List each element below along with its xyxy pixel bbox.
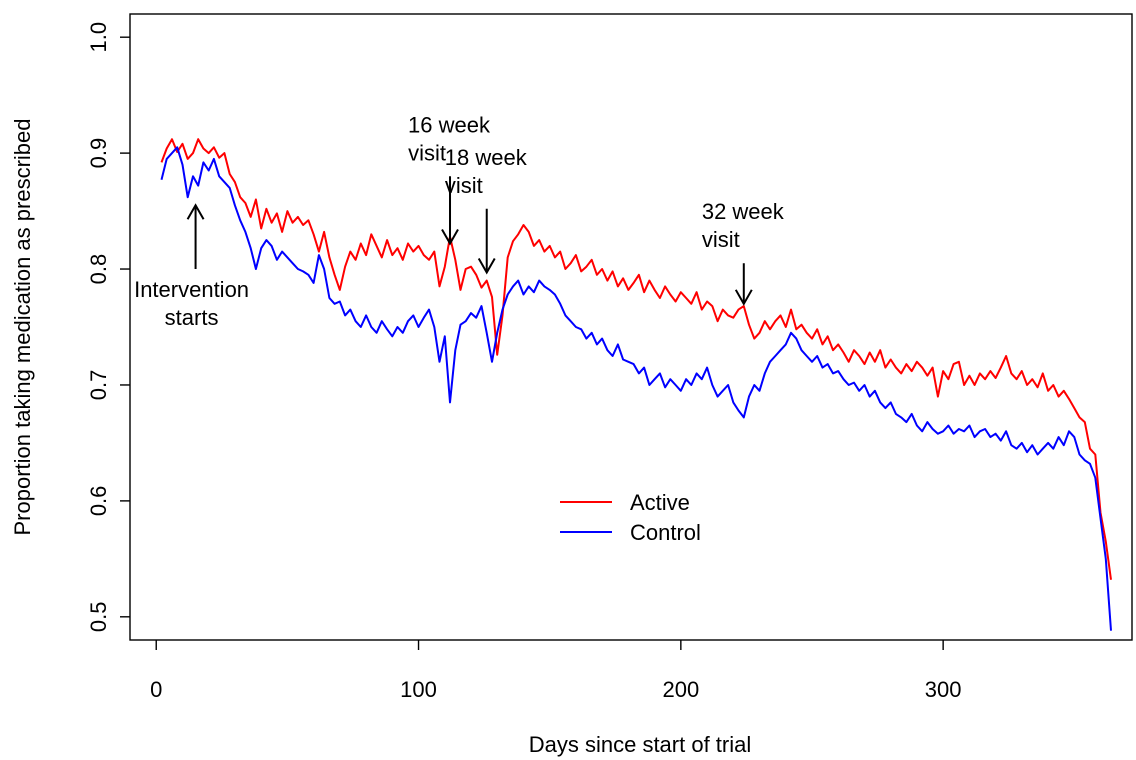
- x-tick-label: 0: [150, 677, 162, 702]
- annotation-text: visit: [702, 227, 740, 252]
- plot-frame: [129, 13, 1133, 641]
- annotation-text: 18 week: [445, 145, 528, 170]
- y-tick-label: 1.0: [86, 22, 111, 53]
- annotation-text: starts: [165, 305, 219, 330]
- y-axis-label: Proportion taking medication as prescrib…: [10, 118, 35, 535]
- annotation-text: 16 week: [408, 112, 491, 137]
- annotation-text: 32 week: [702, 199, 785, 224]
- y-tick-label: 0.5: [86, 602, 111, 633]
- annotation-text: Intervention: [134, 277, 249, 302]
- legend-label: Control: [630, 520, 701, 545]
- annotation-arrow-head: [186, 203, 205, 220]
- x-axis-label: Days since start of trial: [529, 732, 752, 757]
- series-line-active: [160, 138, 1112, 580]
- y-tick-label: 0.8: [86, 254, 111, 285]
- y-axis: 0.5 0.6 0.7 0.8 0.9 1.0: [86, 22, 130, 632]
- legend: Active Control: [560, 490, 701, 545]
- y-tick-label: 0.9: [86, 138, 111, 169]
- y-tick-label: 0.7: [86, 370, 111, 401]
- annotation-text: visit: [408, 140, 446, 165]
- y-tick-label: 0.6: [86, 486, 111, 517]
- series-group: [160, 138, 1112, 631]
- x-axis: 0 100 200 300: [150, 640, 962, 702]
- series-line-control: [160, 146, 1112, 631]
- x-tick-label: 300: [925, 677, 962, 702]
- annotation-arrow-head: [734, 289, 753, 306]
- annotation-arrow-head: [441, 229, 459, 246]
- x-tick-label: 100: [400, 677, 437, 702]
- annotation-arrow-head: [477, 258, 496, 275]
- annotation-text: visit: [445, 173, 483, 198]
- x-tick-label: 200: [662, 677, 699, 702]
- legend-label: Active: [630, 490, 690, 515]
